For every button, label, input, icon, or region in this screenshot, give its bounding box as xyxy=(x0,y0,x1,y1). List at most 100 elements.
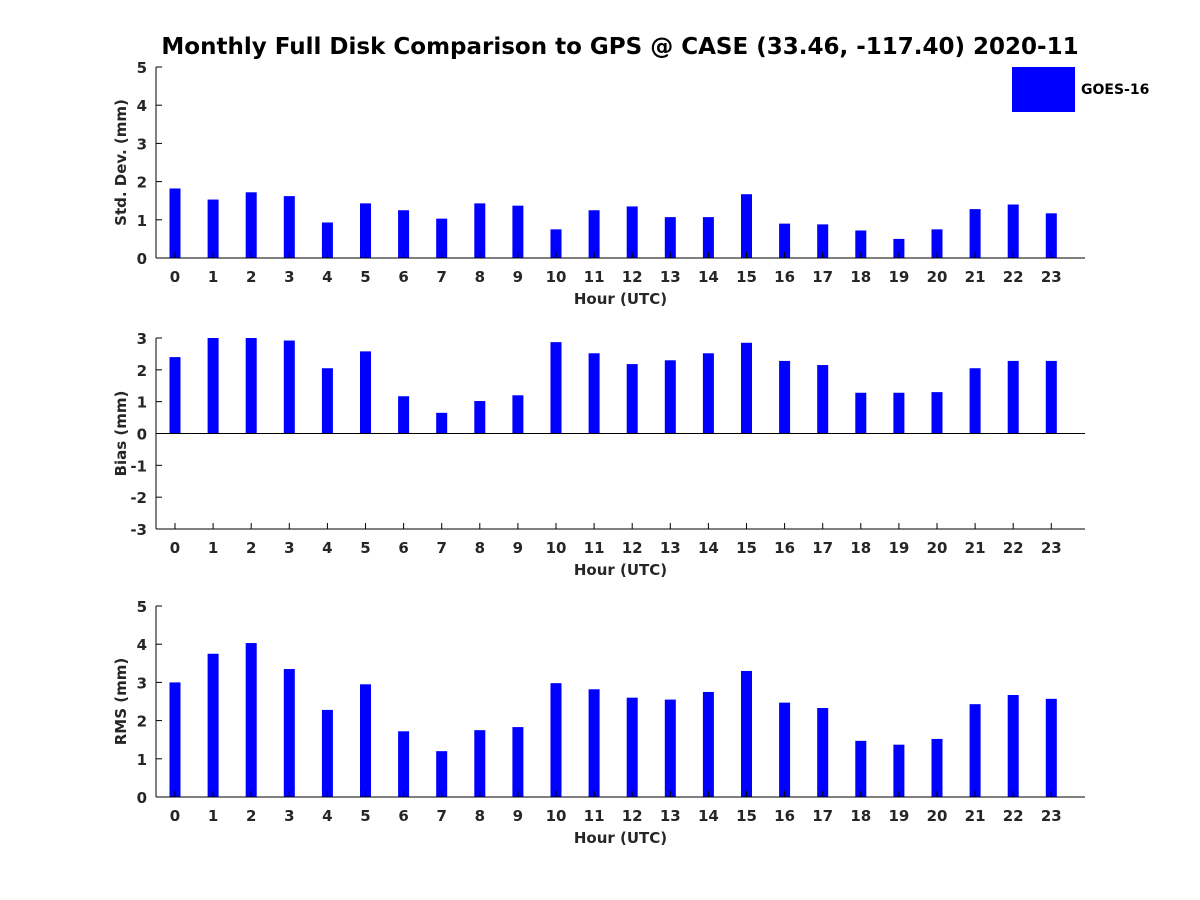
x-tick-label: 14 xyxy=(698,807,719,825)
y-tick-label: 0 xyxy=(137,250,147,268)
bar-hour-23 xyxy=(1045,360,1057,434)
x-tick-label: 4 xyxy=(322,539,332,557)
y-tick-label: 3 xyxy=(137,135,147,153)
bar-hour-11 xyxy=(588,353,600,434)
x-tick-label: 23 xyxy=(1041,539,1062,557)
y-tick-label: 5 xyxy=(137,598,147,616)
bar-hour-12 xyxy=(626,364,638,434)
x-tick-label: 8 xyxy=(475,539,485,557)
x-tick-label: 22 xyxy=(1003,539,1024,557)
bar-hour-14 xyxy=(702,217,714,258)
x-tick-label: 15 xyxy=(736,807,757,825)
bar-hour-0 xyxy=(169,682,181,797)
bar-hour-2 xyxy=(245,192,257,258)
x-tick-label: 8 xyxy=(475,268,485,286)
x-tick-label: 15 xyxy=(736,539,757,557)
bar-hour-17 xyxy=(817,224,829,258)
x-tick-label: 20 xyxy=(927,539,948,557)
y-tick-label: 5 xyxy=(137,59,147,77)
bar-hour-2 xyxy=(245,338,257,434)
bar-hour-13 xyxy=(664,699,676,797)
x-tick-label: 3 xyxy=(284,539,294,557)
bar-hour-8 xyxy=(474,401,486,434)
bar-hour-3 xyxy=(283,669,295,797)
bar-hour-18 xyxy=(855,392,867,434)
legend-label: GOES-16 xyxy=(1081,82,1149,98)
y-tick-label: -1 xyxy=(130,457,147,475)
bar-hour-10 xyxy=(550,229,562,258)
bar-hour-16 xyxy=(779,223,791,258)
bar-hour-17 xyxy=(817,365,829,434)
x-tick-label: 12 xyxy=(622,807,643,825)
x-tick-label: 7 xyxy=(436,807,446,825)
bar-hour-12 xyxy=(626,206,638,258)
bar-hour-3 xyxy=(283,340,295,434)
x-tick-label: 1 xyxy=(208,539,218,557)
y-axis-label: Bias (mm) xyxy=(112,391,130,477)
y-tick-label: 3 xyxy=(137,330,147,348)
x-tick-label: 21 xyxy=(965,807,986,825)
x-tick-label: 12 xyxy=(622,539,643,557)
y-axis-label: Std. Dev. (mm) xyxy=(112,99,130,226)
bar-hour-4 xyxy=(321,709,333,797)
bar-hour-8 xyxy=(474,203,486,258)
x-tick-label: 11 xyxy=(584,268,605,286)
bar-hour-2 xyxy=(245,643,257,797)
x-axis-label: Hour (UTC) xyxy=(574,290,667,308)
x-tick-label: 23 xyxy=(1041,268,1062,286)
x-tick-label: 16 xyxy=(774,539,795,557)
bar-hour-0 xyxy=(169,188,181,258)
x-tick-label: 16 xyxy=(774,268,795,286)
x-tick-label: 19 xyxy=(888,807,909,825)
x-tick-label: 5 xyxy=(360,268,370,286)
bar-hour-16 xyxy=(779,702,791,797)
y-tick-label: 2 xyxy=(137,174,147,192)
x-tick-label: 9 xyxy=(513,268,523,286)
bar-hour-17 xyxy=(817,707,829,797)
x-axis-label: Hour (UTC) xyxy=(574,829,667,847)
bar-hour-22 xyxy=(1007,695,1019,797)
x-tick-label: 9 xyxy=(513,539,523,557)
x-tick-label: 10 xyxy=(546,807,567,825)
bar-hour-1 xyxy=(207,338,219,434)
x-tick-label: 4 xyxy=(322,268,332,286)
bar-hour-12 xyxy=(626,697,638,797)
y-tick-label: 0 xyxy=(137,426,147,444)
bar-hour-15 xyxy=(741,194,752,258)
x-tick-label: 6 xyxy=(398,539,408,557)
bar-hour-16 xyxy=(779,360,791,434)
x-tick-label: 13 xyxy=(660,807,681,825)
x-tick-label: 6 xyxy=(398,807,408,825)
y-axis-label: RMS (mm) xyxy=(112,658,130,745)
y-tick-label: 0 xyxy=(137,789,147,807)
bar-hour-14 xyxy=(702,353,714,434)
bar-hour-5 xyxy=(360,684,371,797)
x-tick-label: 18 xyxy=(850,539,871,557)
bar-hour-8 xyxy=(474,730,486,797)
x-tick-label: 14 xyxy=(698,539,719,557)
x-tick-label: 2 xyxy=(246,539,256,557)
bar-hour-4 xyxy=(321,368,333,434)
bar-hour-19 xyxy=(893,392,905,434)
x-tick-label: 4 xyxy=(322,807,332,825)
x-tick-label: 21 xyxy=(965,268,986,286)
x-tick-label: 17 xyxy=(812,268,833,286)
x-tick-label: 5 xyxy=(360,807,370,825)
x-tick-label: 1 xyxy=(208,268,218,286)
x-tick-label: 13 xyxy=(660,268,681,286)
x-tick-label: 20 xyxy=(927,268,948,286)
bar-hour-9 xyxy=(512,395,524,434)
x-axis-label: Hour (UTC) xyxy=(574,561,667,579)
bar-hour-19 xyxy=(893,238,905,258)
y-tick-label: 1 xyxy=(137,751,147,769)
x-tick-label: 3 xyxy=(284,268,294,286)
x-tick-label: 19 xyxy=(888,268,909,286)
bar-hour-18 xyxy=(855,230,867,258)
bar-hour-9 xyxy=(512,727,524,797)
bar-hour-21 xyxy=(969,209,981,258)
x-tick-label: 0 xyxy=(170,807,180,825)
bar-hour-18 xyxy=(855,740,867,797)
x-tick-label: 16 xyxy=(774,807,795,825)
